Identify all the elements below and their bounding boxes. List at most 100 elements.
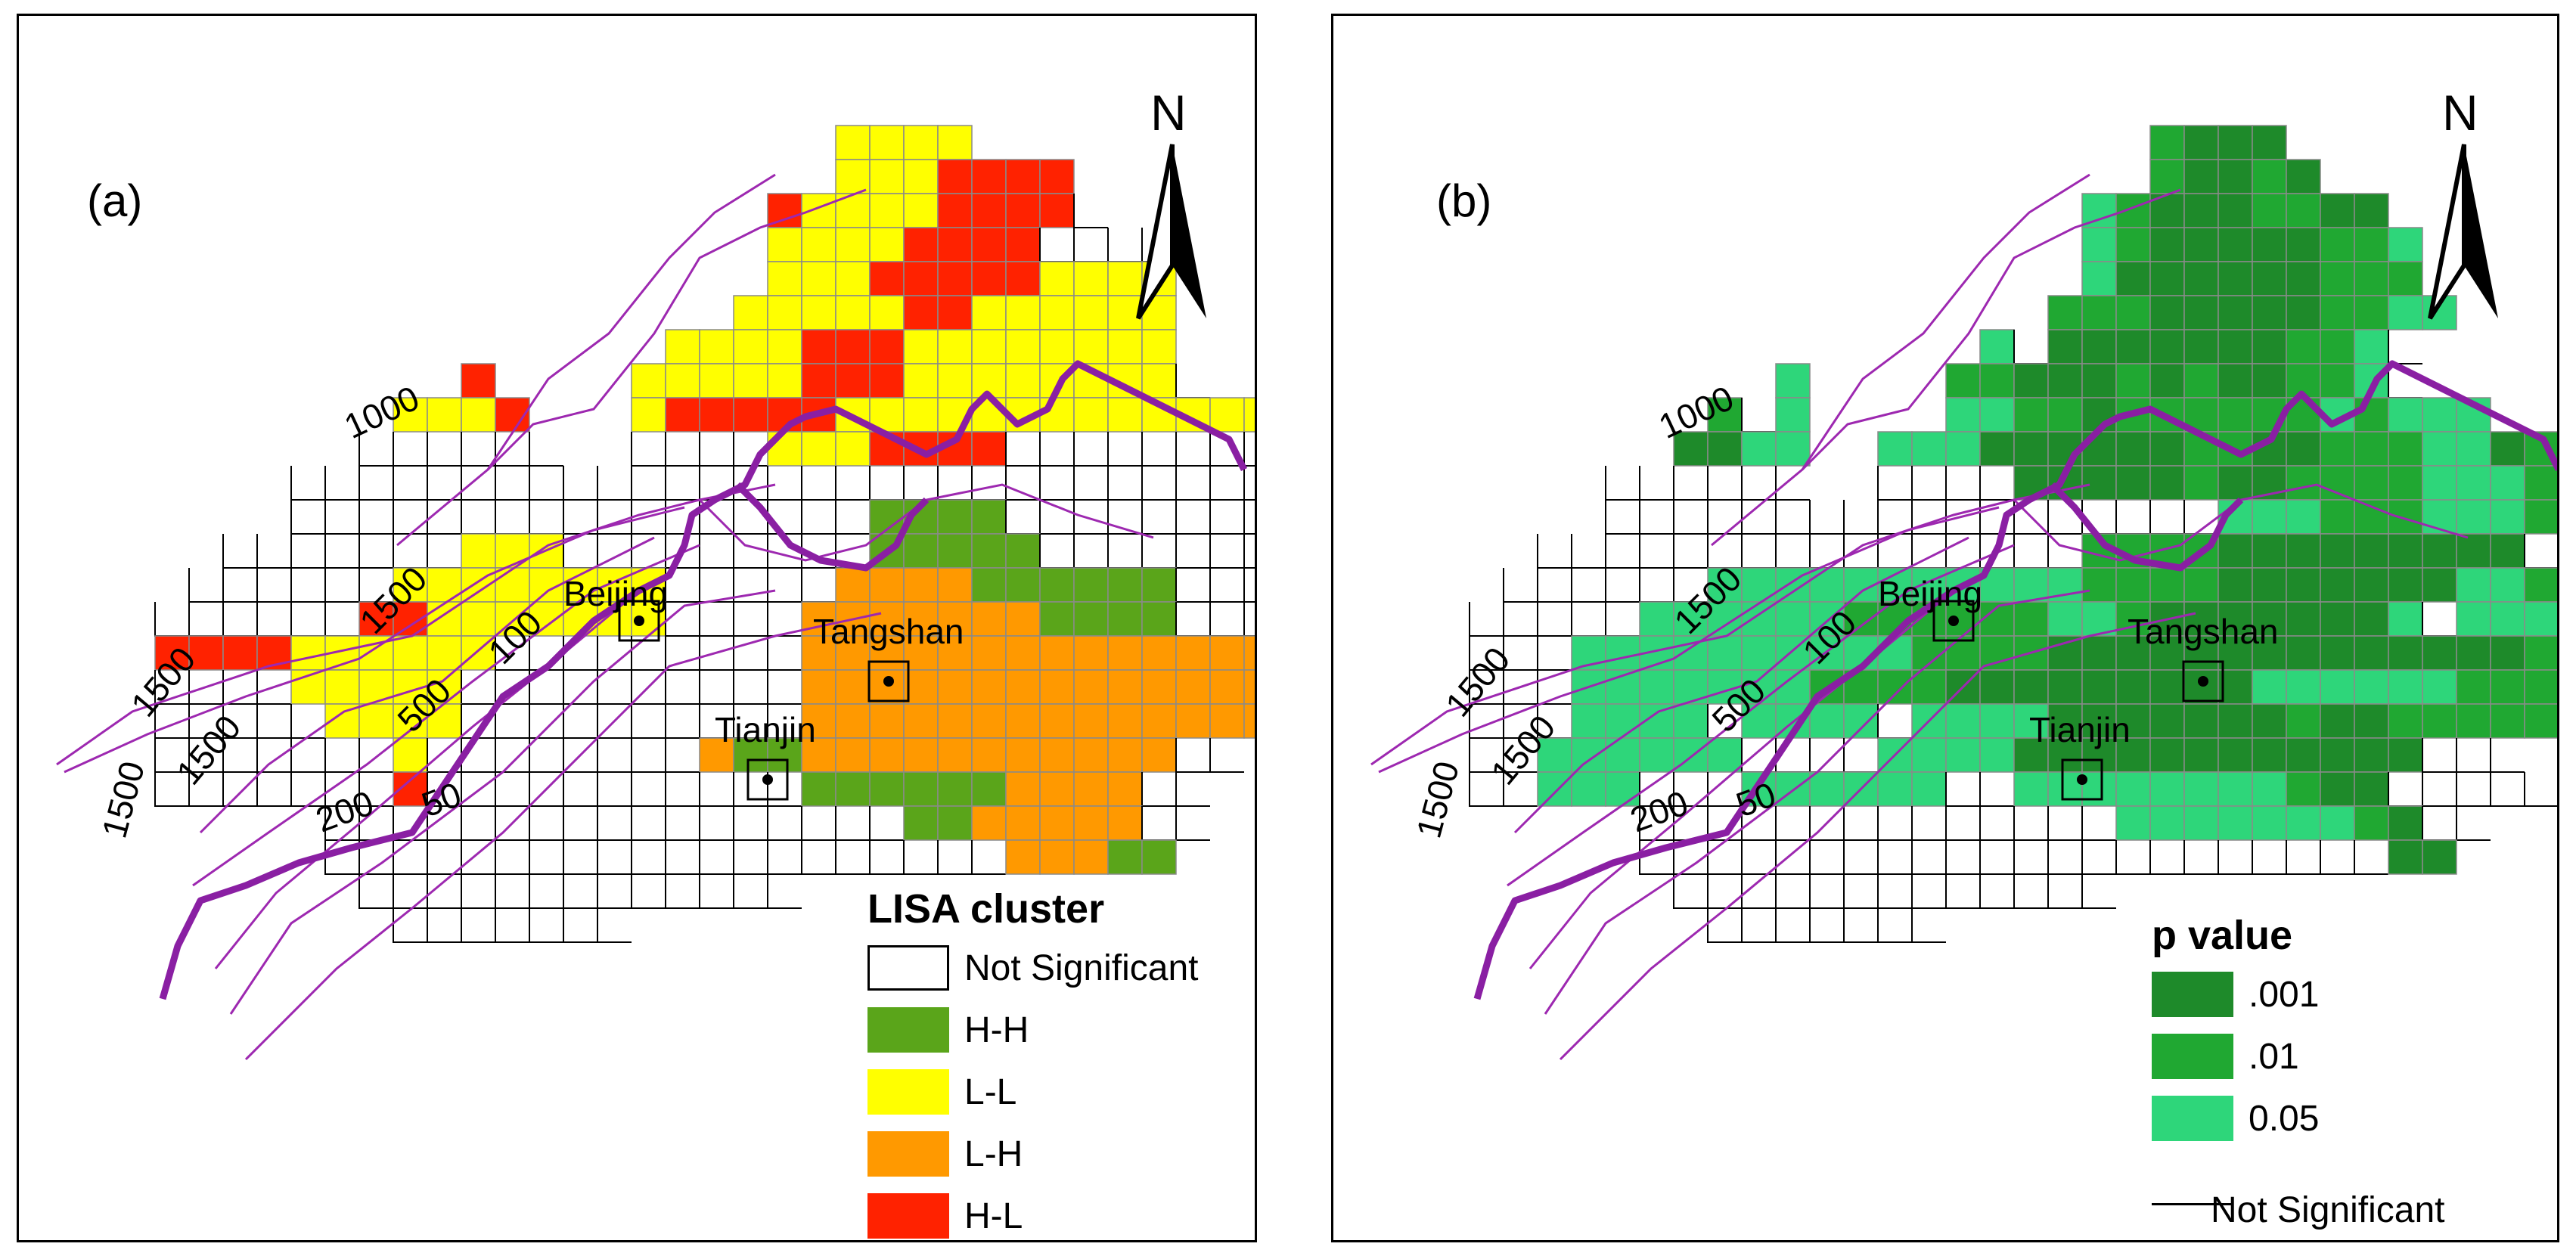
grid-cell xyxy=(529,908,563,943)
grid-cell xyxy=(2013,601,2049,637)
grid-cell xyxy=(1571,568,1606,603)
grid-cell xyxy=(2183,737,2219,773)
grid-cell xyxy=(1979,874,2014,909)
grid-cell xyxy=(631,704,666,739)
grid-cell xyxy=(2013,330,2048,364)
grid-cell xyxy=(1107,466,1142,501)
grid-cell xyxy=(1107,601,1143,637)
grid-cell xyxy=(495,908,529,943)
grid-cell xyxy=(2388,499,2423,535)
grid-cell xyxy=(2354,805,2389,841)
grid-cell xyxy=(2320,295,2355,330)
grid-cell xyxy=(563,806,597,841)
grid-cell xyxy=(2388,669,2423,705)
grid-cell xyxy=(1741,534,1776,569)
grid-cell xyxy=(2320,329,2355,364)
grid-cell xyxy=(256,534,291,569)
grid-cell xyxy=(427,534,461,569)
grid-cell xyxy=(2320,669,2355,705)
grid-cell xyxy=(2047,635,2083,671)
grid-cell xyxy=(290,602,325,637)
grid-cell xyxy=(1073,771,1109,807)
north-label: N xyxy=(2442,85,2478,141)
grid-cell xyxy=(2286,737,2321,773)
grid-cell xyxy=(835,159,871,194)
grid-cell xyxy=(699,772,734,807)
grid-cell xyxy=(495,567,530,603)
grid-cell xyxy=(1175,772,1210,807)
grid-cell xyxy=(1775,431,1811,467)
grid-cell xyxy=(188,568,223,603)
grid-cell xyxy=(1503,602,1538,637)
grid-cell xyxy=(733,363,768,399)
grid-cell xyxy=(2490,533,2525,569)
grid-cell xyxy=(1107,635,1143,671)
grid-cell xyxy=(1107,805,1143,841)
grid-cell xyxy=(1809,534,1844,569)
grid-cell xyxy=(2422,806,2457,841)
grid-cell xyxy=(1073,500,1108,535)
grid-cell xyxy=(1775,908,1810,943)
grid-cell xyxy=(1073,737,1109,773)
grid-cell xyxy=(1945,737,1981,773)
grid-cell xyxy=(801,771,836,807)
grid-cell xyxy=(358,874,393,909)
grid-cell xyxy=(1469,602,1504,637)
grid-cell xyxy=(2354,737,2389,773)
grid-cell xyxy=(971,431,1007,467)
grid-cell xyxy=(2013,669,2049,705)
grid-cell xyxy=(937,533,973,569)
grid-cell xyxy=(1005,839,1041,875)
grid-cell xyxy=(1979,772,2014,807)
main-boundary-loop xyxy=(734,482,930,572)
grid-cell xyxy=(1707,466,1742,501)
grid-cell xyxy=(563,466,597,501)
grid-cell xyxy=(2183,840,2218,875)
grid-cell xyxy=(1809,703,1845,739)
grid-cell xyxy=(835,737,871,773)
grid-cell xyxy=(2115,500,2150,535)
grid-cell xyxy=(2149,840,2184,875)
grid-cell xyxy=(971,466,1006,501)
grid-cell xyxy=(2286,840,2320,875)
contour-line xyxy=(1544,589,2090,1015)
grid-cell xyxy=(903,533,939,569)
grid-cell xyxy=(495,874,529,909)
grid-cell xyxy=(699,397,734,433)
grid-cell xyxy=(801,669,836,705)
grid-cell xyxy=(1005,635,1041,671)
city-box xyxy=(746,758,789,801)
grid-cell xyxy=(1209,669,1245,705)
grid-cell xyxy=(2218,227,2253,262)
grid-cell xyxy=(2252,499,2287,535)
grid-cell xyxy=(869,635,905,671)
grid-cell xyxy=(2524,669,2557,705)
grid-cell xyxy=(1039,567,1075,603)
grid-cell xyxy=(1073,534,1108,569)
grid-cell xyxy=(2252,193,2287,228)
grid-cell xyxy=(2524,499,2557,535)
grid-cell xyxy=(1911,908,1946,943)
grid-cell xyxy=(324,534,359,569)
grid-cell xyxy=(2149,500,2184,535)
grid-cell xyxy=(2081,669,2117,705)
grid-cell xyxy=(461,908,495,943)
grid-cell xyxy=(2252,669,2287,705)
grid-cell xyxy=(2320,465,2355,501)
city-box xyxy=(618,600,660,642)
grid-cell xyxy=(2081,601,2117,637)
grid-cell xyxy=(937,567,973,603)
grid-cell xyxy=(2252,737,2287,773)
grid-cell xyxy=(937,125,973,160)
grid-cell xyxy=(2047,500,2082,535)
grid-cell xyxy=(1809,738,1844,773)
contour-line xyxy=(1513,536,1969,834)
grid-cell xyxy=(767,227,802,262)
grid-cell xyxy=(1877,840,1912,875)
panel-b-p-value-map: 1000 1500 1500 1500 1500 500 100 200 50 Beijing Ta… xyxy=(1331,14,2559,1242)
grid-cell xyxy=(1005,533,1041,569)
grid-cell xyxy=(1843,500,1878,535)
grid-cell xyxy=(393,567,428,603)
grid-cell xyxy=(2490,601,2525,637)
grid-cell xyxy=(222,772,257,807)
